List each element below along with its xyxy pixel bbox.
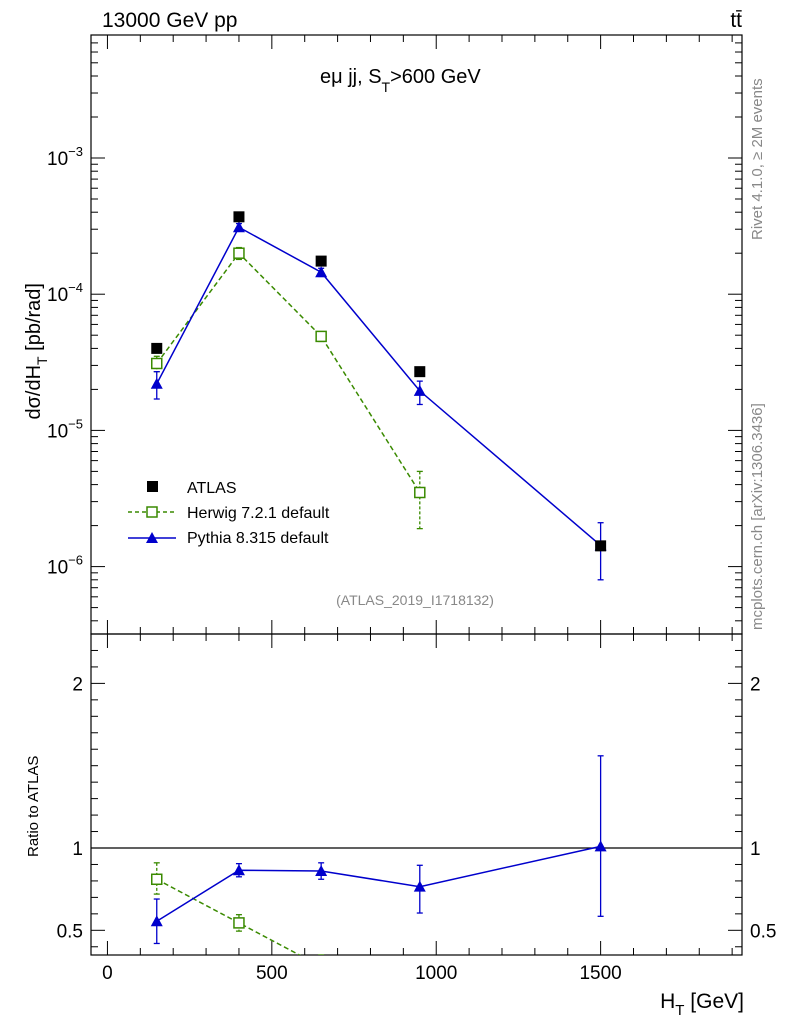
main-herwig-point [414, 486, 426, 499]
main-herwig-point [233, 247, 245, 259]
main-y-tick-base: 10 [47, 421, 68, 442]
ratio-pythia-series [150, 755, 607, 945]
ratio-pythia-line [156, 845, 601, 922]
ratio-pythia-point [315, 865, 328, 877]
rivet-version-label: Rivet 4.1.0, ≥ 2M events [749, 78, 766, 240]
ratio-y-axis-label: Ratio to ATLAS [25, 756, 42, 857]
ratio-y-tick-label-right: 0.5 [750, 921, 776, 942]
x-tick-label: 1500 [579, 963, 621, 984]
main-atlas-series [151, 211, 607, 552]
main-y-axis-label: dσ/dHT [pb/rad] [23, 283, 50, 420]
main-atlas-point [595, 540, 607, 552]
main-atlas-point [233, 211, 245, 223]
x-axis-label: HT [GeV] [660, 990, 744, 1019]
ratio-y-tick-label-right: 2 [750, 674, 761, 695]
ratio-herwig-series [151, 862, 325, 955]
main-pythia-point [315, 266, 328, 278]
main-y-tick-base: 10 [47, 558, 68, 579]
main-atlas-point [315, 255, 327, 267]
main-atlas-point [151, 342, 163, 354]
ratio-y-tick-label-left: 0.5 [57, 921, 83, 942]
main-y-tick-exp: −3 [68, 144, 83, 159]
main-herwig-series [151, 246, 426, 530]
ratio-herwig-line [156, 878, 302, 955]
main-pythia-point [150, 377, 163, 389]
analysis-watermark: (ATLAS_2019_I1718132) [336, 592, 494, 608]
legend-atlas-label: ATLAS [187, 480, 237, 497]
ratio-herwig-point [151, 873, 163, 886]
process-label: tt̄ [730, 9, 742, 32]
main-herwig-point [315, 330, 327, 343]
legend-pythia-label: Pythia 8.315 default [187, 530, 329, 547]
main-y-tick-exp: −5 [68, 416, 83, 431]
legend-atlas-marker [147, 481, 158, 492]
main-atlas-point [414, 366, 426, 378]
main-pythia-line [156, 226, 602, 547]
main-herwig-line [156, 252, 421, 493]
energy-label: 13000 GeV pp [102, 9, 237, 32]
main-y-tick-label: 10−4 [47, 280, 83, 306]
main-y-tick-base: 10 [47, 285, 68, 306]
main-herwig-point [151, 357, 163, 370]
ratio-plot-area: 0 500 1000 1500 0.5 0.5 1 1 2 2 [57, 633, 776, 984]
x-tick-label: 0 [102, 963, 113, 984]
main-y-tick-label: 10−3 [47, 144, 83, 170]
main-pythia-point [413, 384, 426, 396]
main-y-tick-label: 10−6 [47, 553, 83, 579]
main-y-tick-exp: −6 [68, 553, 83, 568]
x-tick-label: 500 [256, 963, 288, 984]
ratio-y-tick-label-left: 2 [72, 674, 83, 695]
x-tick-label: 1000 [415, 963, 457, 984]
main-pythia-series [150, 221, 607, 581]
ratio-pythia-point [594, 840, 607, 852]
ratio-pythia-point [413, 880, 426, 892]
ratio-frame [90, 633, 743, 956]
ratio-herwig-point [233, 917, 245, 929]
source-label: mcplots.cern.ch [arXiv:1306.3436] [749, 403, 766, 630]
legend-herwig-label: Herwig 7.2.1 default [187, 505, 330, 522]
ratio-pythia-point [150, 915, 163, 927]
ratio-y-tick-label-right: 1 [750, 839, 761, 860]
legend-pythia-marker [146, 532, 158, 543]
ratio-y-tick-label-left: 1 [72, 839, 83, 860]
plot-title: eμ jj, ST>600 GeV [320, 66, 481, 95]
main-y-tick-exp: −4 [68, 280, 83, 295]
main-y-tick-base: 10 [47, 149, 68, 170]
main-plot-area: 10−310−410−510−6 [47, 34, 743, 635]
main-pythia-point [232, 221, 245, 233]
legend-herwig-marker [146, 506, 158, 518]
ratio-series-group [150, 755, 607, 955]
ratio-pythia-point [232, 864, 245, 876]
main-y-tick-label: 10−5 [47, 416, 83, 442]
legend: ATLAS Herwig 7.2.1 default Pythia 8.315 … [128, 480, 330, 547]
